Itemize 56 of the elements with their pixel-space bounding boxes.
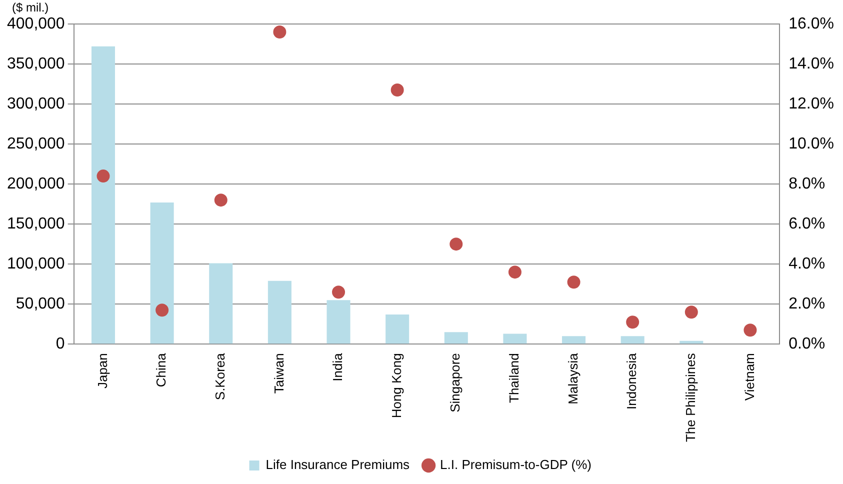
point	[273, 26, 286, 39]
y-tick-label: 0	[56, 336, 65, 353]
point	[156, 304, 169, 317]
point	[214, 194, 228, 207]
x-tick-label: Singapore	[448, 353, 463, 412]
point	[684, 306, 698, 319]
bar	[386, 314, 410, 344]
x-tick-label: Thailand	[506, 353, 522, 403]
x-tick-label: China	[154, 352, 169, 388]
x-tick-label: Japan	[94, 353, 110, 389]
x-tick-label: Indonesia	[624, 352, 640, 410]
bar	[562, 336, 586, 344]
point	[450, 238, 463, 251]
y2-tick-label: 10.0%	[788, 135, 834, 152]
bar	[326, 300, 350, 344]
y2-tick-label: 6.0%	[788, 215, 826, 232]
y-tick-label: 150,000	[6, 215, 65, 232]
x-tick-label: Vietnam	[742, 353, 757, 401]
bar	[503, 334, 527, 344]
point	[508, 266, 522, 279]
y2-tick-label: 16.0%	[788, 15, 834, 32]
y-tick-label: 300,000	[6, 95, 65, 112]
x-tick-label: Hong Kong	[388, 353, 404, 418]
point	[626, 316, 640, 329]
y-tick-label: 400,000	[6, 15, 65, 32]
x-tick-label: Taiwan	[271, 353, 286, 394]
y2-tick-label: 2.0%	[788, 296, 826, 313]
bar	[268, 280, 292, 344]
point	[567, 276, 580, 289]
bar	[91, 46, 116, 344]
y-tick-label: 250,000	[6, 135, 65, 152]
y-tick-label: 200,000	[6, 175, 65, 192]
y2-tick-label: 4.0%	[788, 255, 826, 272]
point	[96, 170, 110, 183]
bar	[680, 340, 704, 344]
legend-label: Life Insurance Premiums	[266, 457, 410, 472]
point	[744, 324, 757, 337]
y-tick-label: 50,000	[16, 296, 65, 313]
y-tick-label: 100,000	[6, 255, 65, 272]
point	[332, 286, 346, 299]
point	[390, 84, 404, 97]
x-tick-label: S.Korea	[212, 352, 228, 400]
legend-label: L.I. Premisum-to-GDP (%)	[440, 457, 592, 472]
x-tick-label: The Philippines	[682, 352, 698, 442]
y-axis-title: ($ mil.)	[12, 0, 49, 14]
y2-tick-label: 8.0%	[788, 175, 826, 192]
x-tick-label: India	[330, 352, 346, 382]
bar	[150, 202, 174, 344]
x-tick-label: Malaysia	[565, 352, 580, 404]
bar	[620, 336, 644, 344]
y2-tick-label: 0.0%	[788, 336, 826, 353]
y2-tick-label: 12.0%	[788, 95, 834, 112]
bar	[444, 332, 468, 344]
bar	[209, 263, 233, 344]
y-tick-label: 350,000	[6, 55, 65, 72]
y2-tick-label: 14.0%	[788, 55, 834, 72]
